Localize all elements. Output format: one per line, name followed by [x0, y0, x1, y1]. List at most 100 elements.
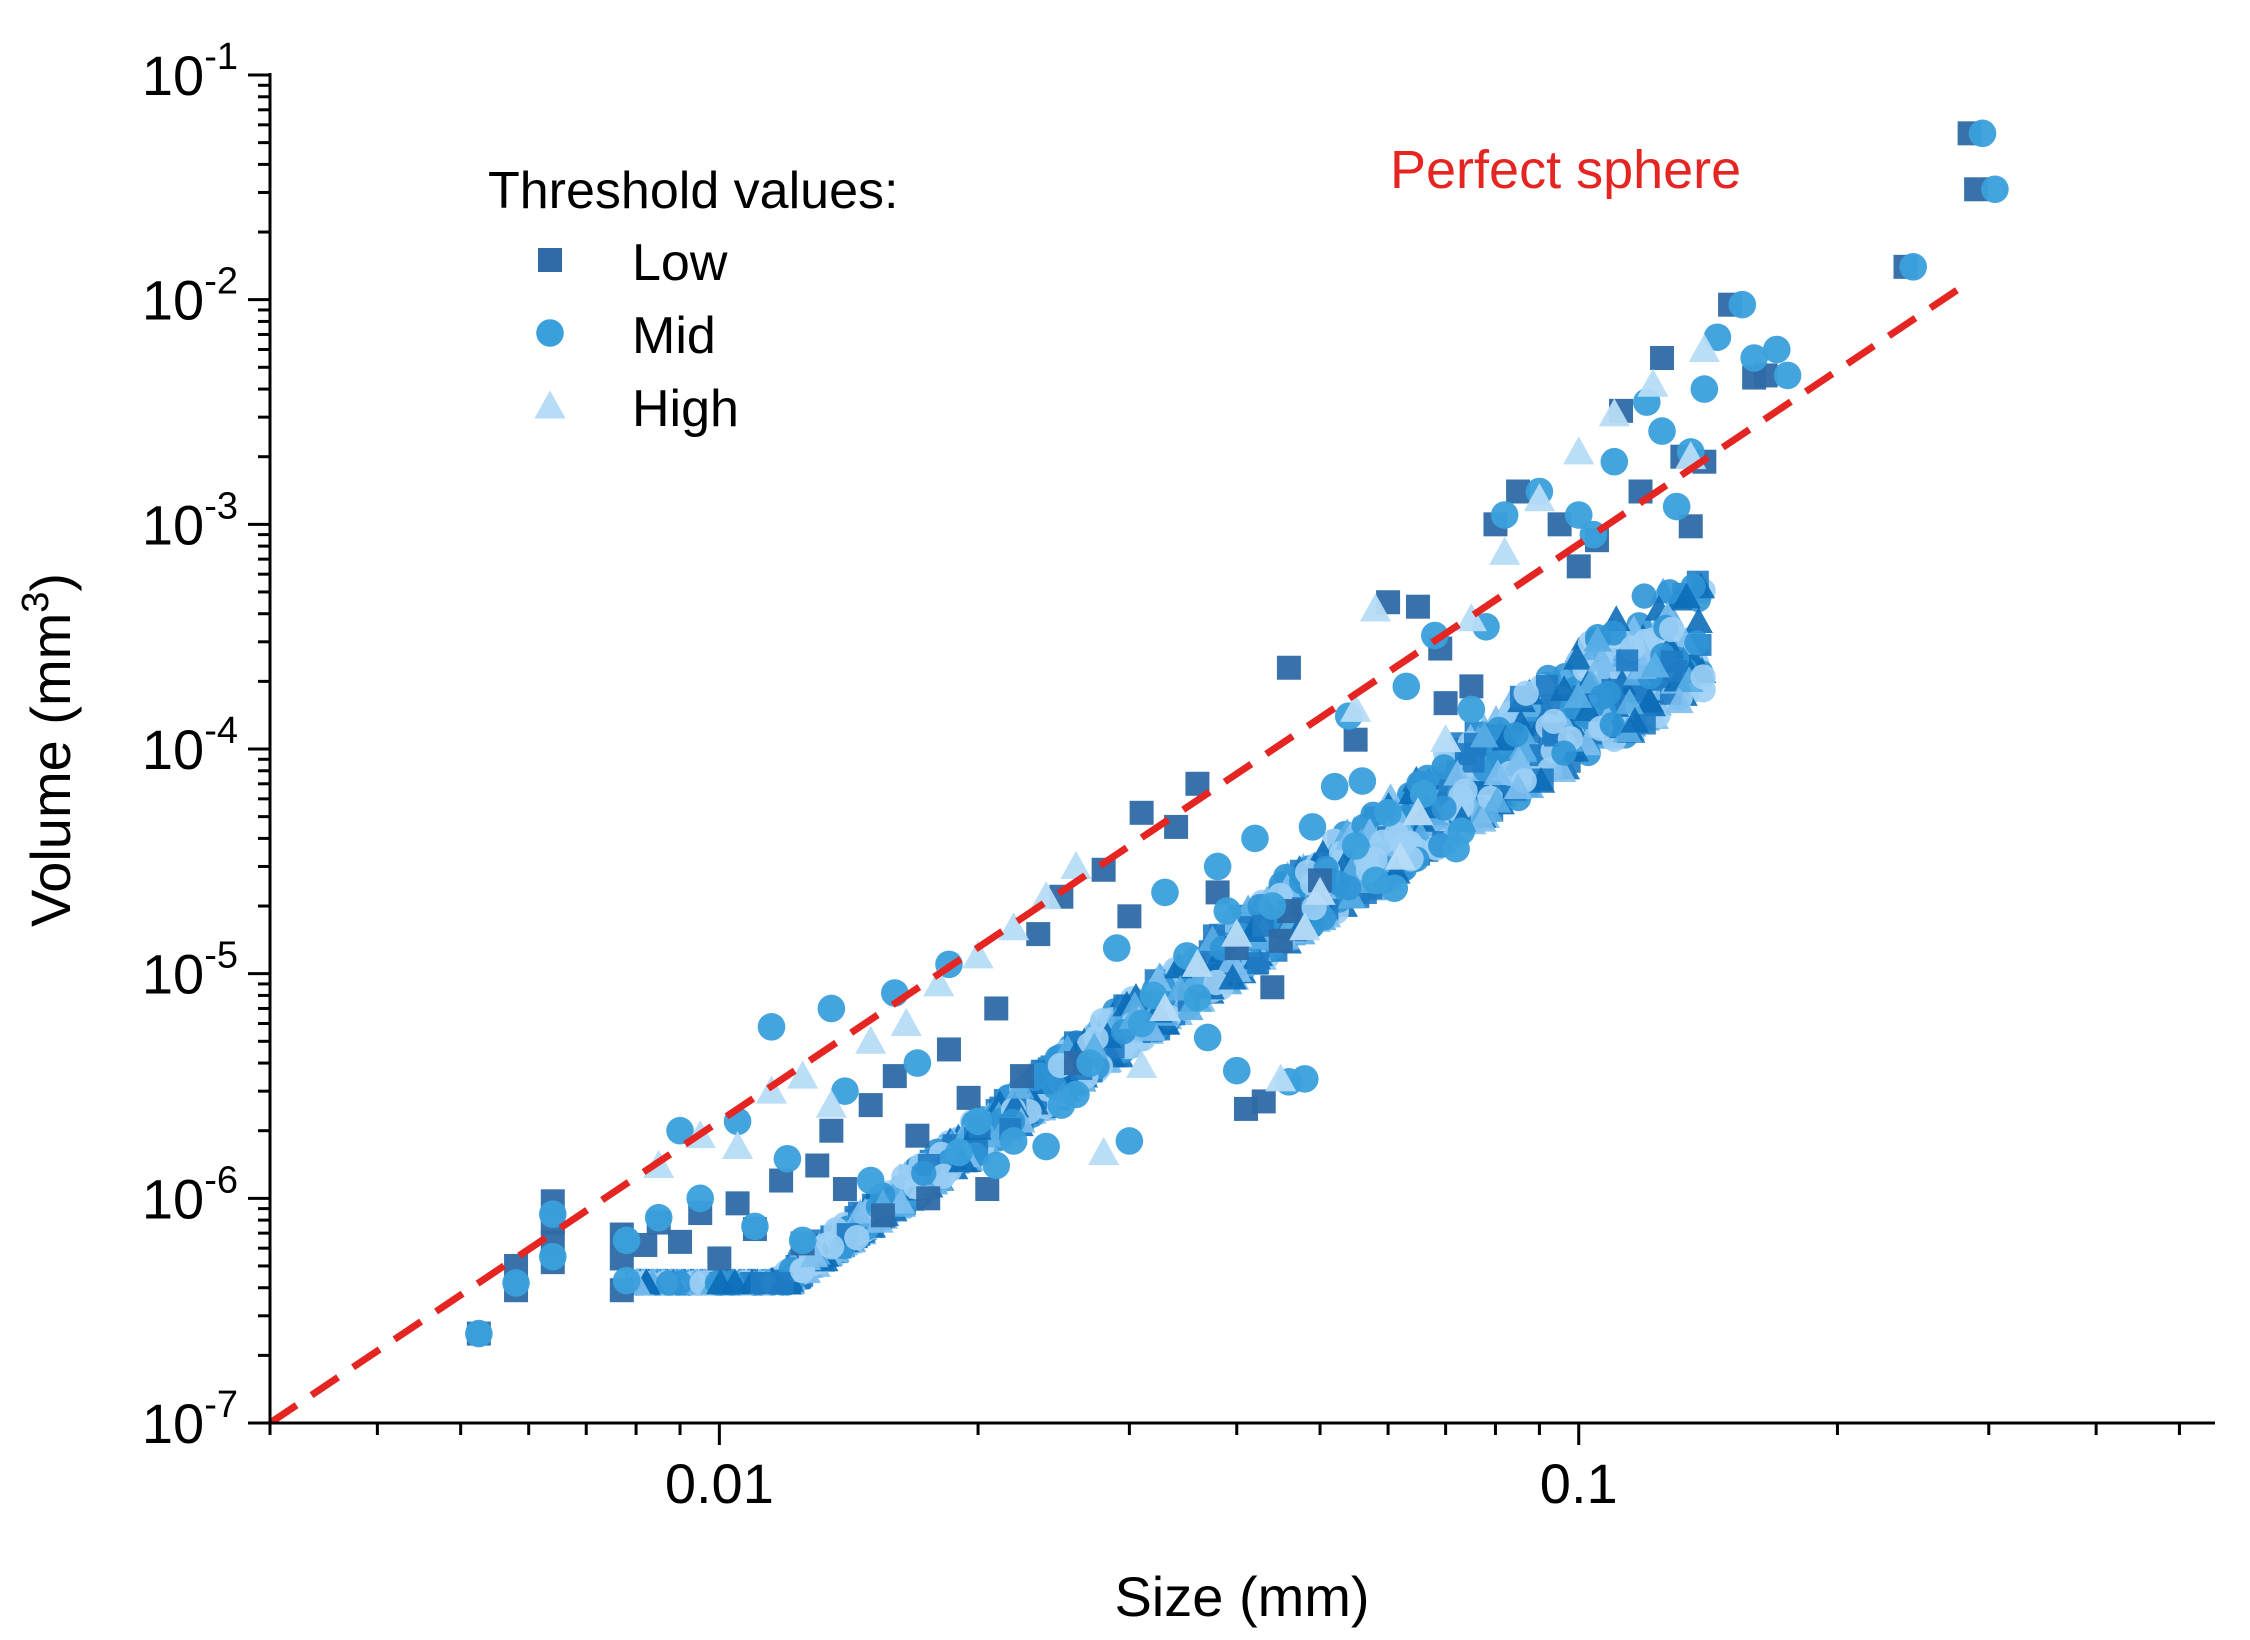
dense-point — [1657, 579, 1683, 605]
point-high — [1384, 841, 1416, 870]
y-tick-base: 10 — [142, 493, 204, 556]
dense-point — [1573, 695, 1603, 722]
point-mid — [964, 1107, 992, 1136]
point-mid — [1193, 1023, 1222, 1052]
point-mid — [538, 1200, 567, 1228]
point-mid — [612, 1266, 641, 1295]
point-mid — [644, 1203, 673, 1232]
point-mid — [1374, 799, 1402, 827]
point-high — [815, 1089, 847, 1118]
point-mid — [903, 1049, 932, 1077]
point-mid — [1115, 1127, 1144, 1155]
point-high — [721, 1130, 754, 1160]
axes — [248, 73, 2215, 1445]
point-low — [832, 1177, 857, 1202]
point-mid — [666, 1116, 694, 1145]
dense-point — [844, 1225, 870, 1251]
point-high — [1359, 593, 1392, 622]
dense-point — [1547, 756, 1577, 783]
point-low — [707, 1246, 732, 1271]
dense-point — [1615, 688, 1644, 715]
point-mid — [1490, 501, 1519, 529]
point-high — [1181, 948, 1214, 977]
y-tick-label: 10-5 — [142, 935, 238, 1006]
dense-point — [1684, 607, 1713, 634]
point-mid — [1703, 323, 1732, 352]
point-low — [1343, 727, 1368, 752]
point-mid — [538, 1242, 567, 1271]
point-mid — [1968, 119, 1997, 148]
legend-marker-low — [538, 248, 562, 272]
point-high — [1598, 398, 1630, 427]
y-tick-label: 10-6 — [142, 1159, 238, 1230]
axis-labels: 0.01 0.110-710-610-510-410-310-210-1 — [142, 36, 1618, 1515]
point-mid — [1981, 175, 2009, 204]
point-mid — [1600, 447, 1629, 476]
point-low — [668, 1229, 693, 1254]
point-low — [905, 1123, 930, 1148]
y-axis-title-close: ) — [19, 573, 82, 592]
legend-label-mid: Mid — [632, 307, 716, 365]
y-axis-title-main: Volume (mm — [19, 613, 82, 927]
point-mid — [1447, 817, 1476, 846]
dense-point — [1431, 795, 1457, 821]
dense-point — [1549, 675, 1579, 701]
point-mid — [1341, 832, 1370, 860]
point-mid — [1762, 335, 1791, 364]
dense-point — [1583, 625, 1612, 652]
dense-point — [771, 1271, 794, 1294]
point-mid — [1062, 1080, 1090, 1109]
dense-point — [911, 1160, 937, 1187]
point-mid — [1690, 375, 1719, 403]
point-mid — [1457, 695, 1486, 724]
dense-point — [1462, 750, 1485, 773]
dense-point — [1616, 649, 1639, 672]
point-high — [1221, 918, 1253, 947]
point-mid — [773, 1144, 802, 1173]
y-tick-label: 10-7 — [142, 1384, 238, 1455]
dense-point — [1620, 706, 1650, 733]
x-tick-label: 0.01 — [665, 1452, 774, 1515]
dense-point — [1637, 690, 1666, 717]
point-mid — [741, 1212, 769, 1241]
point-high — [1688, 333, 1720, 362]
point-mid — [686, 1184, 715, 1213]
dense-point — [891, 1164, 917, 1190]
legend-label-high: High — [632, 380, 739, 438]
y-axis-title: Volume (mm3) — [15, 573, 82, 927]
reference-line-group — [270, 283, 1965, 1423]
dense-point — [1218, 963, 1247, 990]
point-high — [890, 1007, 922, 1036]
legend: Threshold values: Low Mid High — [488, 162, 898, 438]
point-mid — [856, 1166, 885, 1195]
point-mid — [817, 994, 846, 1023]
point-high — [1149, 992, 1181, 1021]
point-mid — [465, 1319, 493, 1348]
point-low — [805, 1153, 830, 1178]
y-tick-label: 10-3 — [142, 485, 238, 556]
point-high — [855, 1025, 887, 1054]
dense-point — [750, 1271, 773, 1294]
dense-point — [1469, 721, 1499, 748]
dense-point — [1467, 805, 1497, 832]
dense-point — [1252, 914, 1275, 937]
dense-point — [1587, 645, 1617, 672]
point-high — [1126, 1049, 1158, 1079]
point-mid — [502, 1269, 530, 1297]
point-low — [1164, 814, 1189, 839]
dense-point — [1631, 583, 1657, 609]
point-mid — [1421, 621, 1449, 650]
point-low — [1129, 800, 1154, 825]
point-mid — [1392, 672, 1421, 701]
point-mid — [1564, 501, 1593, 529]
point-high — [1523, 483, 1556, 512]
point-mid — [945, 1138, 973, 1167]
y-tick-base: 10 — [142, 269, 204, 332]
point-mid — [1222, 1056, 1251, 1085]
point-low — [1010, 1064, 1035, 1089]
dense-point — [1562, 643, 1592, 670]
dense-point — [818, 1234, 845, 1260]
dense-point — [1513, 680, 1539, 706]
dense-point — [1640, 651, 1670, 678]
